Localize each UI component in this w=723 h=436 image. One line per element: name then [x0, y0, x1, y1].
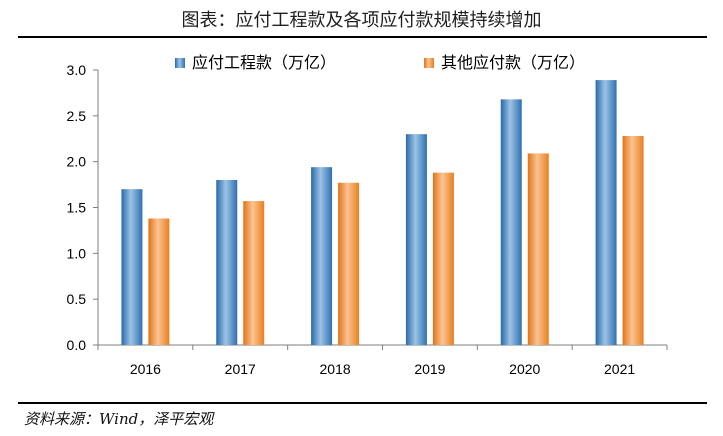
- bar-series-2: [622, 136, 644, 345]
- x-tick-label: 2019: [414, 361, 445, 377]
- bar-series-2: [432, 172, 454, 345]
- bar-series-1: [311, 167, 333, 345]
- bar-series-1: [121, 189, 143, 345]
- legend-series-2-label: 其他应付款（万亿）: [441, 53, 585, 72]
- legend-series-1-label: 应付工程款（万亿）: [192, 53, 336, 72]
- y-tick-label: 0.0: [67, 337, 87, 353]
- bar-series-2: [148, 218, 170, 345]
- x-tick-label: 2017: [225, 361, 256, 377]
- x-tick-label: 2016: [130, 361, 161, 377]
- y-tick-label: 2.0: [67, 154, 87, 170]
- bar-series-2: [243, 201, 265, 345]
- chart-title: 图表：应付工程款及各项应付款规模持续增加: [181, 10, 542, 31]
- bottom-rule: [18, 402, 707, 404]
- bar-series-1: [405, 134, 427, 345]
- bar-series-1: [500, 99, 522, 345]
- y-tick-label: 1.0: [67, 245, 87, 261]
- legend-series-2-swatch: [424, 58, 434, 68]
- x-tick-label: 2018: [320, 361, 351, 377]
- legend-series-1-swatch: [175, 58, 185, 68]
- y-tick-label: 2.5: [67, 108, 87, 124]
- legend: 应付工程款（万亿） 其他应付款（万亿）: [175, 53, 585, 72]
- y-tick-label: 3.0: [67, 62, 87, 78]
- bar-series-2: [338, 182, 360, 345]
- x-tick-label: 2020: [509, 361, 540, 377]
- y-tick-label: 1.5: [67, 200, 87, 216]
- bars: [121, 80, 644, 345]
- bar-series-1: [595, 80, 617, 345]
- source-note: 资料来源：Wind，泽平宏观: [24, 410, 214, 428]
- axes: 0.0 0.5 1.0 1.5 2.0 2.5 3.0 2016 2017 2018 2019 202…: [67, 62, 668, 377]
- bar-series-1: [216, 180, 238, 345]
- bar-series-2: [527, 153, 549, 345]
- x-tick-label: 2021: [604, 361, 635, 377]
- top-rule: [18, 36, 707, 38]
- y-tick-label: 0.5: [67, 291, 87, 307]
